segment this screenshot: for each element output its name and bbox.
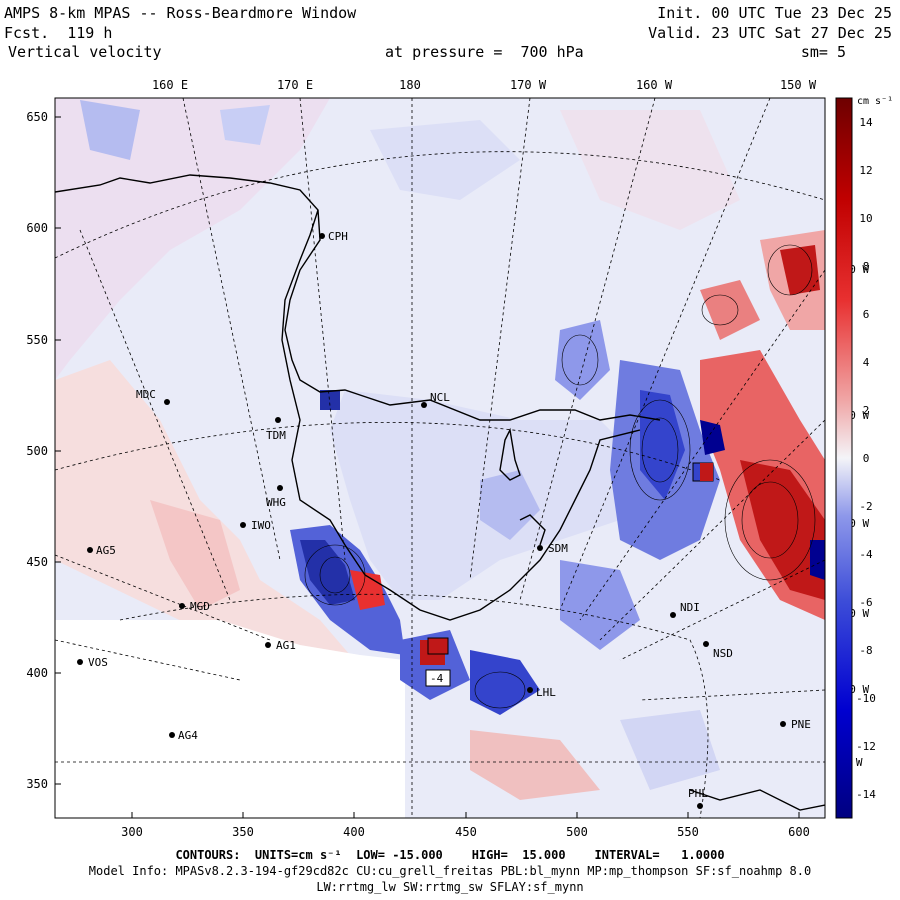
colorbar: cm s⁻¹ 14 12 10 8 6 4 2 0 -2 -4 -6 -8 -10 -12 -14 [835,96,893,819]
svg-text:500: 500 [566,825,588,839]
colorbar-tick-label: -6 [859,596,872,609]
station-tdm: TDM [266,417,286,442]
units-label: UNITS=cm s⁻¹ [254,848,342,862]
station-iwo: IWO [240,519,271,532]
station-ag1: AG1 [265,639,296,652]
contour-info: CONTOURS: UNITS=cm s⁻¹ LOW= -15.000 HIGH… [0,848,900,862]
value-boxes: -4 [425,462,714,687]
svg-text:160 E: 160 E [152,78,188,92]
box-label: -4 [430,672,444,685]
svg-text:300: 300 [121,825,143,839]
svg-text:400: 400 [343,825,365,839]
station-whg: WHG [266,485,286,509]
svg-text:450: 450 [455,825,477,839]
colorbar-tick-label: -2 [859,500,872,513]
svg-text:AG5: AG5 [96,544,116,557]
valid-time: Valid. 23 UTC Sat 27 Dec 25 [648,24,892,42]
colorbar-tick-label: 0 [863,452,870,465]
svg-text:170 E: 170 E [277,78,313,92]
colorbar-tick-label: 12 [859,164,872,177]
map-frame [54,97,826,819]
colorbar-tick-label: -4 [859,548,873,561]
station-phl: PHL [688,787,708,809]
colorbar-tick-label: 2 [863,404,870,417]
variable-name: Vertical velocity [8,43,162,61]
svg-text:180: 180 [399,78,421,92]
forecast-hour: Fcst. 119 h [4,24,113,42]
station-vos: VOS [77,656,108,669]
svg-text:350: 350 [232,825,254,839]
svg-text:NDI: NDI [680,601,700,614]
svg-text:400: 400 [26,666,48,680]
svg-text:600: 600 [788,825,810,839]
colorbar-tick-label: -14 [856,788,876,801]
svg-text:550: 550 [677,825,699,839]
colorbar-tick-label: -10 [856,692,876,705]
svg-text:600: 600 [26,221,48,235]
station-sdm: SDM [537,542,568,555]
station-lhl: LHL [527,686,556,699]
left-axis: 650 600 550 500 450 400 350 [26,110,48,791]
svg-text:170 W: 170 W [510,78,547,92]
svg-text:LHL: LHL [536,686,556,699]
svg-text:AG1: AG1 [276,639,296,652]
stations: CPH NCL MDC TDM WHG IWO AG5 MGD AG1 VOS … [77,230,811,809]
svg-text:PHL: PHL [688,787,708,800]
colorbar-units: cm s⁻¹ [857,96,893,107]
svg-text:SDM: SDM [548,542,568,555]
pressure-level: at pressure = 700 hPa [385,43,584,61]
station-ndi: NDI [670,601,700,618]
svg-text:VOS: VOS [88,656,108,669]
station-ncl: NCL [421,391,450,408]
station-mdc: MDC [136,388,170,405]
svg-text:NCL: NCL [430,391,450,404]
svg-text:CPH: CPH [328,230,348,243]
contour-lines [304,244,816,709]
colorbar-tick-label: 4 [863,356,870,369]
svg-text:150 W: 150 W [780,78,817,92]
svg-text:AG4: AG4 [178,729,198,742]
svg-text:NSD: NSD [713,647,733,660]
low-value: LOW= -15.000 [356,848,443,862]
svg-text:160 W: 160 W [636,78,673,92]
station-pne: PNE [780,718,811,731]
svg-text:PNE: PNE [791,718,811,731]
svg-text:450: 450 [26,555,48,569]
colorbar-tick-label: 8 [863,260,870,273]
svg-text:650: 650 [26,110,48,124]
radiation-info: LW:rrtmg_lw SW:rrtmg_sw SFLAY:sf_mynn [316,880,584,894]
station-nsd: NSD [703,641,733,660]
svg-text:TDM: TDM [266,429,286,442]
svg-text:550: 550 [26,333,48,347]
top-axis: 160 E 170 E 180 170 W 160 W 150 W [152,78,817,92]
colorbar-ticks: 14 12 10 8 6 4 2 0 -2 -4 -6 -8 -10 -12 -14 [856,116,876,801]
station-ag4: AG4 [169,729,198,742]
colorbar-tick-label: 6 [863,308,870,321]
colorbar-bar [835,97,853,819]
svg-text:WHG: WHG [266,496,286,509]
model-info: Model Info: MPASv8.2.3-194-gf29cd82c CU:… [88,864,812,878]
smoothing-value: sm= 5 [800,43,846,61]
colorbar-tick-label: -12 [856,740,876,753]
map-title: AMPS 8-km MPAS -- Ross-Beardmore Window [4,4,357,22]
colorbar-tick-label: -8 [859,644,872,657]
svg-text:MGD: MGD [190,600,210,613]
interval-value: INTERVAL= 1.0000 [594,848,725,862]
station-cph: CPH [319,230,348,243]
high-value: HIGH= 15.000 [471,848,566,862]
svg-text:500: 500 [26,444,48,458]
svg-text:350: 350 [26,777,48,791]
init-time: Init. 00 UTC Tue 23 Dec 25 [657,4,892,22]
axis-ticks [55,116,800,818]
contours-label: CONTOURS: [175,848,241,862]
station-mgd: MGD [179,600,210,613]
svg-text:IWO: IWO [251,519,271,532]
svg-text:MDC: MDC [136,388,156,401]
colorbar-tick-label: 10 [859,212,872,225]
station-ag5: AG5 [87,544,116,557]
colorbar-tick-label: 14 [859,116,873,129]
bottom-axis: 300 350 400 450 500 550 600 [121,825,810,839]
